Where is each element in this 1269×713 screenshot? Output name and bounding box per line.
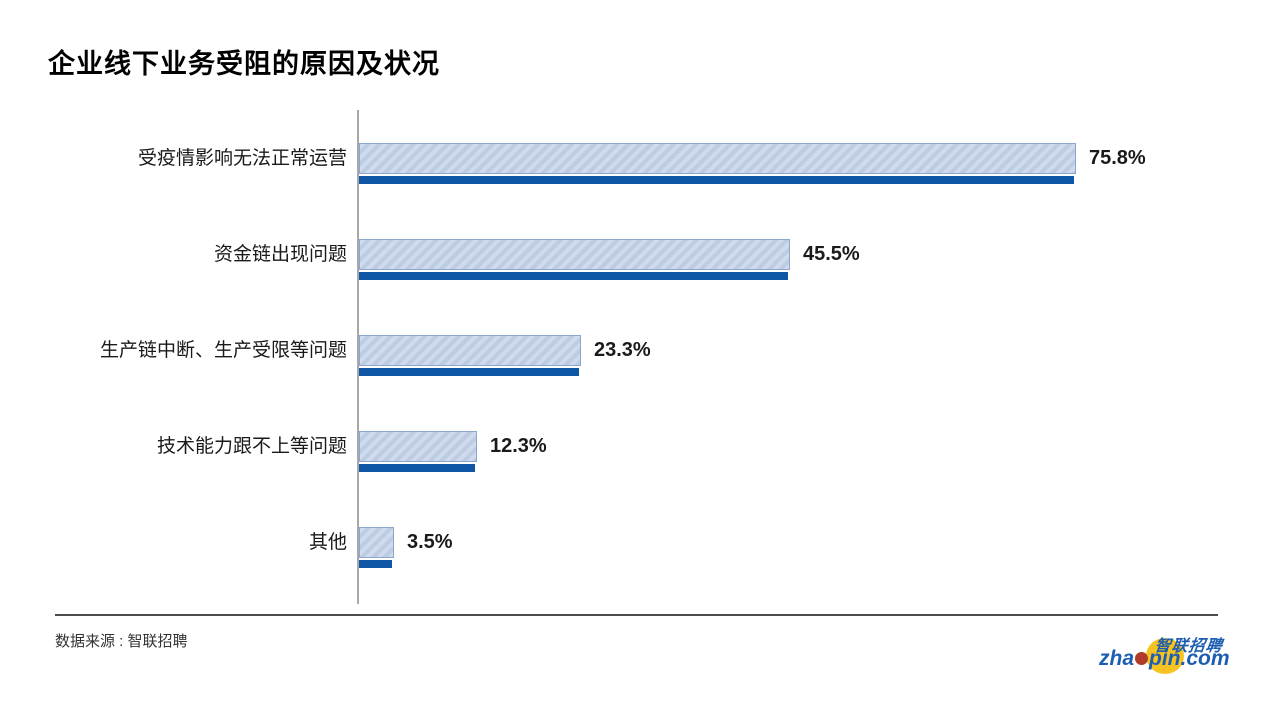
bar-row: 其他 3.5% bbox=[0, 527, 1269, 568]
logo-wordmark-prefix: zha bbox=[1099, 647, 1135, 670]
bar-accent-underline bbox=[359, 464, 475, 472]
bar-row: 受疫情影响无法正常运营 75.8% bbox=[0, 143, 1269, 184]
logo-red-dot-icon bbox=[1135, 652, 1149, 665]
logo-wordmark: zha pin.com bbox=[1099, 647, 1230, 671]
value-label: 3.5% bbox=[407, 531, 453, 553]
bar-row: 技术能力跟不上等问题 12.3% bbox=[0, 431, 1269, 472]
bar-hatched bbox=[359, 143, 1076, 174]
value-label: 75.8% bbox=[1089, 147, 1146, 169]
category-label: 其他 bbox=[308, 532, 347, 553]
zhaopin-logo: zha pin.com 智联招聘 bbox=[1095, 628, 1235, 693]
bar-accent-underline bbox=[359, 176, 1074, 184]
category-label: 生产链中断、生产受限等问题 bbox=[99, 340, 347, 361]
bar-hatched bbox=[359, 335, 581, 366]
bar-accent-underline bbox=[359, 560, 392, 568]
logo-wordmark-suffix: pin.com bbox=[1149, 647, 1230, 670]
value-label: 23.3% bbox=[594, 339, 651, 361]
y-axis-line bbox=[357, 110, 359, 604]
category-label: 受疫情影响无法正常运营 bbox=[137, 148, 347, 169]
logo-yellow-ellipse bbox=[1146, 638, 1184, 674]
bar-row: 生产链中断、生产受限等问题 23.3% bbox=[0, 335, 1269, 376]
bar-hatched bbox=[359, 239, 790, 270]
chart-title: 企业线下业务受阻的原因及状况 bbox=[48, 49, 440, 79]
logo-chinese-text: 智联招聘 bbox=[1153, 638, 1224, 655]
value-label: 45.5% bbox=[803, 243, 860, 265]
bar-row: 资金链出现问题 45.5% bbox=[0, 239, 1269, 280]
data-source-note: 数据来源 : 智联招聘 bbox=[55, 633, 188, 650]
footer-divider bbox=[55, 614, 1218, 616]
bar-hatched bbox=[359, 431, 477, 462]
category-label: 技术能力跟不上等问题 bbox=[156, 436, 347, 457]
bar-hatched bbox=[359, 527, 394, 558]
category-label: 资金链出现问题 bbox=[213, 244, 347, 265]
bar-accent-underline bbox=[359, 272, 788, 280]
value-label: 12.3% bbox=[490, 435, 547, 457]
bar-accent-underline bbox=[359, 368, 579, 376]
